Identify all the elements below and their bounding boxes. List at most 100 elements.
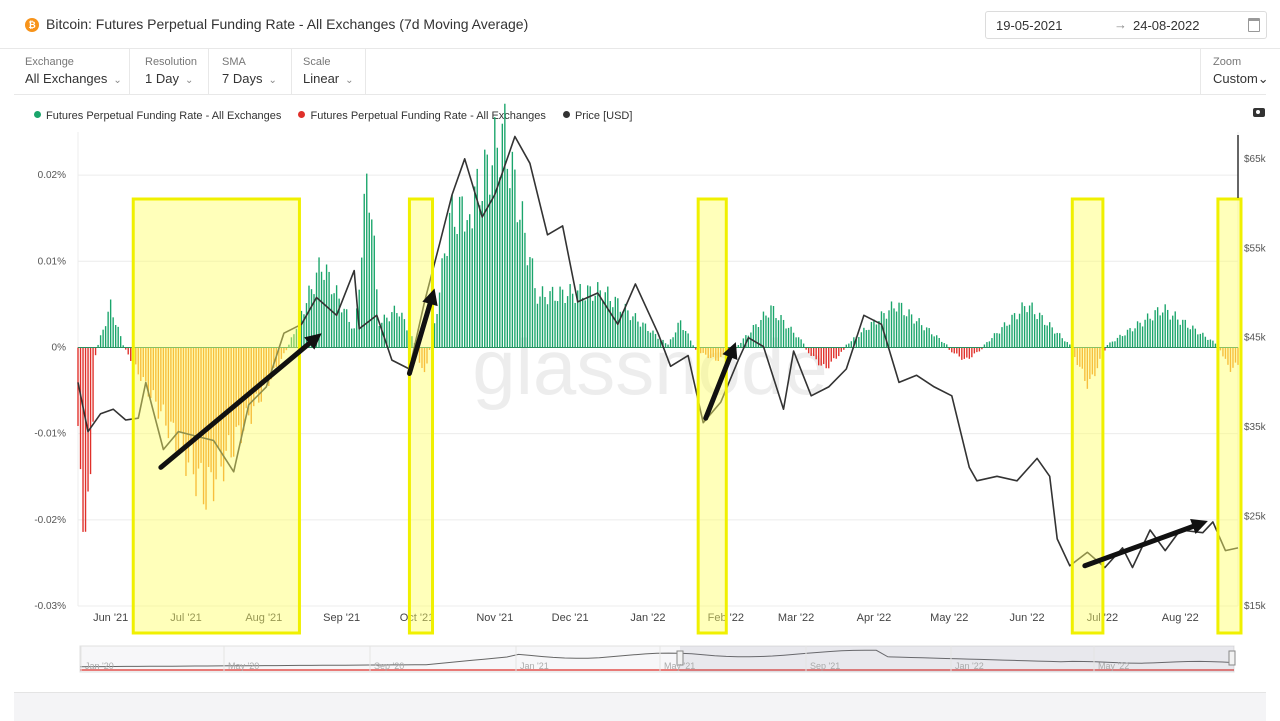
- funding-rate-bar: [1232, 347, 1234, 368]
- funding-rate-bar: [310, 289, 313, 348]
- funding-rate-bar: [529, 257, 531, 348]
- funding-rate-bar: [137, 347, 139, 375]
- funding-rate-bar: [1033, 314, 1036, 348]
- funding-rate-bar: [971, 347, 973, 358]
- x-tick-label: May '22: [930, 612, 968, 624]
- funding-rate-bar: [863, 327, 865, 348]
- funding-rate-bar: [1006, 325, 1008, 348]
- funding-rate-bar: [1207, 339, 1209, 348]
- funding-rate-bar: [1126, 329, 1129, 348]
- funding-rate-bar: [89, 347, 92, 475]
- funding-rate-bar: [167, 347, 170, 439]
- funding-rate-bar: [79, 347, 82, 470]
- funding-rate-bar: [1149, 318, 1151, 348]
- footer-bar: [14, 692, 1266, 721]
- exchange-label: Exchange: [25, 56, 74, 68]
- funding-rate-bar: [737, 345, 740, 348]
- sma-select[interactable]: SMA 7 Days ⌄: [211, 48, 292, 94]
- funding-rate-bar: [1076, 347, 1078, 366]
- funding-rate-bar: [973, 347, 976, 354]
- funding-rate-bar: [1046, 325, 1048, 348]
- controls-bar: Exchange All Exchanges ⌄ Resolution 1 Day…: [14, 48, 1269, 95]
- funding-rate-bar: [853, 337, 855, 348]
- y-left-tick-label: -0.03%: [34, 601, 66, 612]
- funding-rate-bar: [549, 291, 551, 348]
- resolution-value[interactable]: 1 Day: [145, 71, 179, 86]
- funding-rate-bar: [684, 330, 687, 348]
- date-from[interactable]: 19-05-2021: [996, 18, 1063, 33]
- navigator-label: May '22: [1098, 661, 1129, 671]
- funding-rate-bar: [220, 347, 222, 467]
- exchange-select[interactable]: Exchange All Exchanges ⌄: [14, 48, 130, 94]
- camera-icon[interactable]: [1253, 108, 1265, 117]
- x-tick-label: Jun '21: [93, 612, 128, 624]
- funding-rate-bar: [1229, 347, 1232, 372]
- exchange-value[interactable]: All Exchanges: [25, 71, 108, 86]
- zoom-value[interactable]: Custom: [1213, 71, 1258, 86]
- funding-rate-bar: [868, 329, 870, 348]
- funding-rate-bar: [1184, 319, 1186, 348]
- funding-rate-bar: [938, 337, 940, 348]
- funding-rate-bar: [915, 321, 918, 348]
- funding-rate-bar: [1023, 306, 1026, 348]
- sma-value[interactable]: 7 Days: [222, 71, 263, 86]
- date-range-picker[interactable]: 19-05-2021 → 24-08-2022: [985, 11, 1267, 39]
- funding-rate-bar: [468, 214, 471, 348]
- funding-rate-bar: [1141, 326, 1144, 348]
- funding-rate-bar: [539, 296, 541, 348]
- resolution-select[interactable]: Resolution 1 Day ⌄: [134, 48, 209, 94]
- y-left-tick-label: -0.02%: [34, 515, 66, 526]
- funding-rate-bar: [888, 310, 890, 348]
- legend-label: Futures Perpetual Funding Rate - All Exc…: [310, 110, 546, 122]
- x-tick-label: Mar '22: [778, 612, 814, 624]
- funding-rate-bar: [1086, 347, 1089, 389]
- navigator-label: Jan '22: [955, 661, 984, 671]
- funding-rate-bar: [1056, 332, 1058, 348]
- calendar-icon[interactable]: [1248, 18, 1260, 32]
- legend-item-funding-positive[interactable]: Futures Perpetual Funding Rate - All Exc…: [34, 110, 281, 122]
- legend-item-funding-negative[interactable]: Futures Perpetual Funding Rate - All Exc…: [298, 110, 546, 122]
- funding-rate-bar: [579, 283, 581, 348]
- chevron-down-icon: ⌄: [268, 75, 277, 86]
- funding-rate-bar: [669, 339, 672, 348]
- funding-rate-bar: [878, 321, 880, 348]
- funding-rate-bar: [1187, 327, 1189, 348]
- funding-rate-bar: [514, 169, 516, 348]
- funding-rate-bar: [609, 301, 611, 348]
- funding-rate-bar: [102, 329, 104, 348]
- funding-rate-bar: [597, 282, 599, 348]
- funding-rate-bar: [338, 298, 340, 348]
- zoom-select[interactable]: Zoom Custom⌄: [1200, 48, 1269, 94]
- funding-rate-bar: [933, 336, 935, 348]
- funding-rate-bar: [509, 188, 511, 348]
- funding-rate-bar: [920, 325, 923, 348]
- funding-rate-bar: [411, 336, 413, 348]
- funding-rate-bar: [1204, 336, 1207, 348]
- funding-rate-bar: [371, 219, 373, 348]
- legend-item-price[interactable]: Price [USD]: [562, 110, 633, 122]
- date-to[interactable]: 24-08-2022: [1133, 18, 1200, 33]
- funding-rate-bar: [117, 326, 119, 348]
- funding-rate-bar: [501, 123, 504, 348]
- funding-rate-bar: [104, 326, 107, 348]
- funding-rate-bar: [551, 286, 554, 348]
- x-tick-label: Nov '21: [476, 612, 513, 624]
- funding-rate-bar: [1164, 304, 1166, 348]
- funding-rate-bar: [463, 231, 466, 348]
- funding-rate-bar: [991, 338, 993, 348]
- funding-rate-bar: [1048, 322, 1051, 348]
- funding-rate-bar: [833, 347, 835, 359]
- funding-rate-bar: [1031, 302, 1033, 348]
- funding-rate-bar: [948, 347, 950, 350]
- legend-label: Price [USD]: [574, 110, 633, 122]
- funding-rate-bar: [388, 321, 391, 348]
- funding-rate-bar: [1194, 328, 1197, 348]
- scale-value[interactable]: Linear: [303, 71, 340, 86]
- funding-rate-bar: [770, 305, 772, 348]
- funding-rate-bar: [802, 343, 805, 348]
- scale-select[interactable]: Scale Linear ⌄: [292, 48, 366, 94]
- funding-rate-bar: [554, 300, 556, 348]
- funding-rate-bar: [963, 347, 966, 359]
- funding-rate-bar: [107, 311, 109, 348]
